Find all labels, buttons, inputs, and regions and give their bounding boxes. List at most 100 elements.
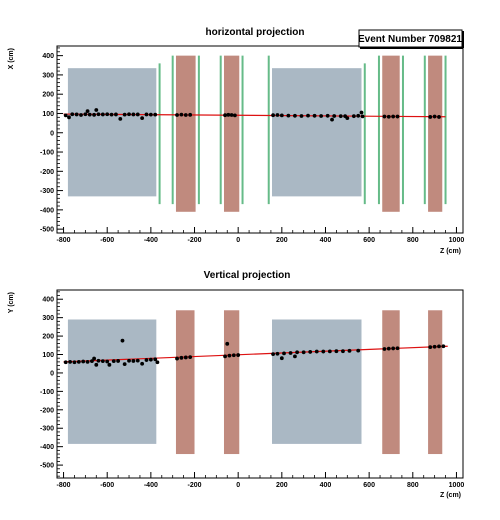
hit-point [334,349,339,354]
hit-point [271,352,275,357]
x-tick-label: -600 [100,237,114,244]
hit-point [76,359,81,364]
y-tick-label: -500 [40,227,54,234]
hit-point [432,344,437,349]
hit-point [144,112,149,117]
x-tick-label: -200 [188,482,202,489]
hit-point [441,344,446,349]
chart-title: Vertical projection [204,270,291,281]
hit-point [395,346,400,351]
x-axis-label: Z (cm) [440,492,461,499]
y-tick-label: 300 [42,315,54,322]
hit-point [227,353,232,358]
hit-point [360,114,365,119]
x-tick-label: 600 [363,482,375,489]
hit-point [183,113,188,117]
hit-point [105,359,110,364]
hit-point [135,112,140,117]
hit-point [223,113,227,118]
x-axis-label: Z (cm) [440,248,461,255]
y-tick-label: 400 [42,53,54,60]
x-tick-label: 800 [407,237,419,244]
hit-point [131,359,136,363]
hit-point [308,350,313,354]
hit-point [345,116,350,121]
detector-region [67,68,157,197]
hit-point [94,362,99,367]
x-tick-label: 200 [276,482,288,489]
x-tick-label: 400 [320,482,332,489]
hit-point [306,113,310,118]
hit-point [314,349,319,354]
hit-point [327,349,332,354]
hit-point [85,109,90,114]
hit-point [382,347,387,351]
hit-point [175,113,179,117]
hit-point [63,113,68,118]
hit-point [432,114,437,119]
hit-point [226,112,231,117]
hit-point [236,353,241,357]
hit-point [183,355,188,360]
hit-point [275,351,280,356]
y-tick-label: -100 [40,389,54,396]
hit-point [105,112,110,117]
hit-point [293,354,297,359]
hit-point [140,361,145,366]
hit-point [188,112,193,117]
axis-ticks: -800 -600 -400 -200 0 200 400 600 800 1000-500-40… [40,291,464,489]
hit-point [120,338,125,343]
y-tick-label: -500 [40,463,54,470]
magnet-region [428,310,443,455]
hit-point [111,359,116,364]
x-tick-label: 0 [236,482,240,489]
hit-point [94,108,99,112]
hit-point [122,362,127,366]
hit-point [131,112,136,117]
y-tick-label: 300 [42,72,54,79]
x-tick-label: 600 [363,237,375,244]
detector-region [272,319,362,444]
hit-point [437,115,441,119]
hit-point [332,114,337,118]
hit-point [155,360,160,365]
hit-point [351,114,356,119]
event-number-label: Event Number 709821 [358,34,462,45]
hit-point [299,114,304,118]
hit-point [135,358,140,363]
hit-point [85,359,90,364]
hit-point [122,112,127,117]
hit-point [81,359,86,364]
hit-point [148,112,153,117]
y-tick-label: -300 [40,188,54,195]
hit-point [347,348,352,353]
hit-point [153,357,158,362]
x-tick-label: -800 [57,237,71,244]
hit-point [341,349,345,354]
hit-point [114,112,118,117]
hit-point [279,356,284,361]
hit-point [275,113,280,117]
event-number-box: Event Number 709821 [358,29,464,49]
hit-point [100,359,105,364]
x-tick-label: -400 [144,237,158,244]
x-tick-label: -400 [144,482,158,489]
chart-title: horizontal projection [206,27,305,38]
y-tick-label: 100 [42,352,54,359]
hit-point [68,359,72,364]
hit-point [87,112,92,117]
detector-region [67,319,157,444]
hit-point [100,112,105,117]
plot-content [63,55,447,212]
hit-point [127,112,131,117]
hit-point [179,112,184,117]
y-axis-label: X (cm) [8,48,15,69]
hit-point [271,113,275,118]
magnet-region [175,310,195,455]
hit-point [321,349,326,354]
hit-point [312,113,317,118]
hit-point [382,114,387,119]
hit-point [386,114,391,119]
hit-point [359,110,364,115]
